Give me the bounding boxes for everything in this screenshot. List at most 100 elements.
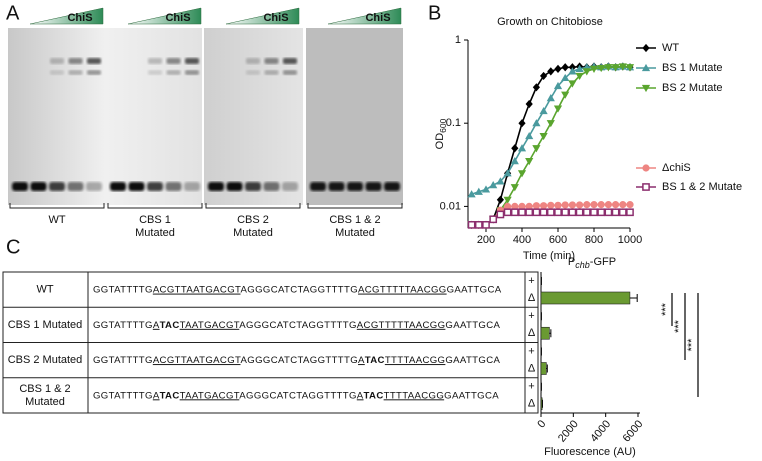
- gel-band: [68, 58, 83, 64]
- significance-label: ***: [660, 302, 672, 316]
- point: [546, 120, 555, 128]
- gel-band: [264, 70, 279, 75]
- gel-band: [128, 182, 145, 191]
- reagent-label: ChiS: [365, 12, 390, 24]
- point: [510, 184, 519, 192]
- point: [575, 208, 584, 217]
- point: [575, 72, 584, 81]
- gel-band: [147, 182, 163, 191]
- row-label: CBS 1 Mutated: [8, 319, 83, 331]
- point: [532, 208, 541, 217]
- point: [625, 64, 635, 72]
- point: [604, 201, 613, 209]
- sequence-segment: GAATTGCA: [444, 390, 499, 401]
- point: [597, 208, 606, 217]
- point: [525, 202, 533, 210]
- sequence-segment: TAC: [365, 355, 385, 366]
- gel-image: [306, 28, 403, 205]
- point: [474, 221, 483, 229]
- point: [582, 208, 591, 217]
- point: [568, 67, 577, 75]
- point: [576, 201, 584, 209]
- gel-band: [282, 182, 298, 191]
- point: [554, 64, 562, 73]
- point: [532, 119, 541, 127]
- x-axis-label: Time (min): [523, 250, 575, 262]
- legend-marker: [642, 183, 650, 191]
- point: [582, 68, 591, 76]
- legend-marker: [641, 84, 651, 93]
- row-label: WT: [36, 284, 53, 296]
- point: [561, 201, 569, 209]
- group-bracket: [205, 203, 301, 209]
- chart-title-tail: -GFP: [590, 256, 616, 268]
- point: [568, 80, 577, 88]
- x-tick-label: 1000: [618, 234, 642, 246]
- series-line: [471, 65, 631, 226]
- group-label: CBS 1: [139, 214, 171, 226]
- point: [546, 94, 555, 102]
- sequence-segment: GGTATTTTG: [93, 284, 153, 295]
- gel-band: [148, 70, 162, 75]
- x-tick-label: 2000: [556, 418, 581, 444]
- point: [489, 215, 498, 224]
- gel-band: [50, 70, 64, 75]
- point: [482, 221, 490, 229]
- point: [517, 144, 527, 152]
- gel-band: [166, 70, 181, 75]
- point: [589, 65, 599, 73]
- legend-marker: [642, 43, 650, 53]
- gel-band: [67, 182, 84, 191]
- point: [626, 208, 634, 217]
- point: [540, 71, 548, 81]
- point: [467, 221, 476, 229]
- category-label: Δ: [528, 398, 536, 410]
- legend-marker: [642, 164, 650, 172]
- point: [496, 195, 504, 204]
- point: [626, 201, 634, 209]
- point: [553, 105, 563, 113]
- point: [618, 208, 627, 217]
- gel-band: [347, 182, 363, 191]
- gel-band: [68, 70, 83, 75]
- gel-band: [328, 182, 345, 191]
- point: [489, 181, 498, 189]
- category-label: +: [528, 310, 534, 322]
- reagent-label: ChiS: [67, 12, 92, 24]
- point: [504, 202, 512, 210]
- error-bar: [629, 294, 638, 302]
- sequence-segment: A: [357, 390, 364, 401]
- sequence-segment: GGTATTTTG: [93, 319, 153, 330]
- y-axis-label: OD600: [434, 118, 448, 149]
- point: [503, 208, 512, 217]
- gel-band: [87, 58, 101, 64]
- reagent-label: ChiS: [165, 12, 190, 24]
- x-tick-label: 800: [585, 234, 603, 246]
- chart-title: Pchb-GFP: [568, 256, 616, 270]
- point: [561, 73, 570, 82]
- category-label: +: [528, 381, 534, 393]
- bar: [540, 326, 550, 340]
- group-bracket: [9, 203, 105, 209]
- y-axis-label-main: OD: [434, 133, 446, 150]
- titration-wedge: [29, 7, 104, 25]
- sequence-segment: AGGGCATCTAGGTTTTG: [241, 284, 359, 295]
- chart-title: Growth on Chitobiose: [497, 16, 603, 28]
- y-axis-label-sub: 600: [438, 118, 448, 132]
- point: [525, 158, 534, 166]
- point: [568, 201, 577, 209]
- point: [553, 81, 563, 90]
- x-tick-label: 6000: [621, 418, 646, 444]
- gel-image: [204, 28, 303, 205]
- point: [503, 196, 512, 204]
- reagent-label: ChiS: [263, 12, 288, 24]
- point: [561, 91, 570, 99]
- legend-label: BS 1 Mutate: [662, 62, 723, 74]
- sequence-segment: GGTATTTTG: [93, 390, 153, 401]
- point: [561, 63, 569, 72]
- gel-band: [310, 182, 326, 191]
- x-tick-label: 0: [535, 418, 548, 430]
- sequence: GGTATTTTGATACTAATGACGTAGGGCATCTAGGTTTTGA…: [93, 390, 499, 401]
- point: [532, 202, 541, 210]
